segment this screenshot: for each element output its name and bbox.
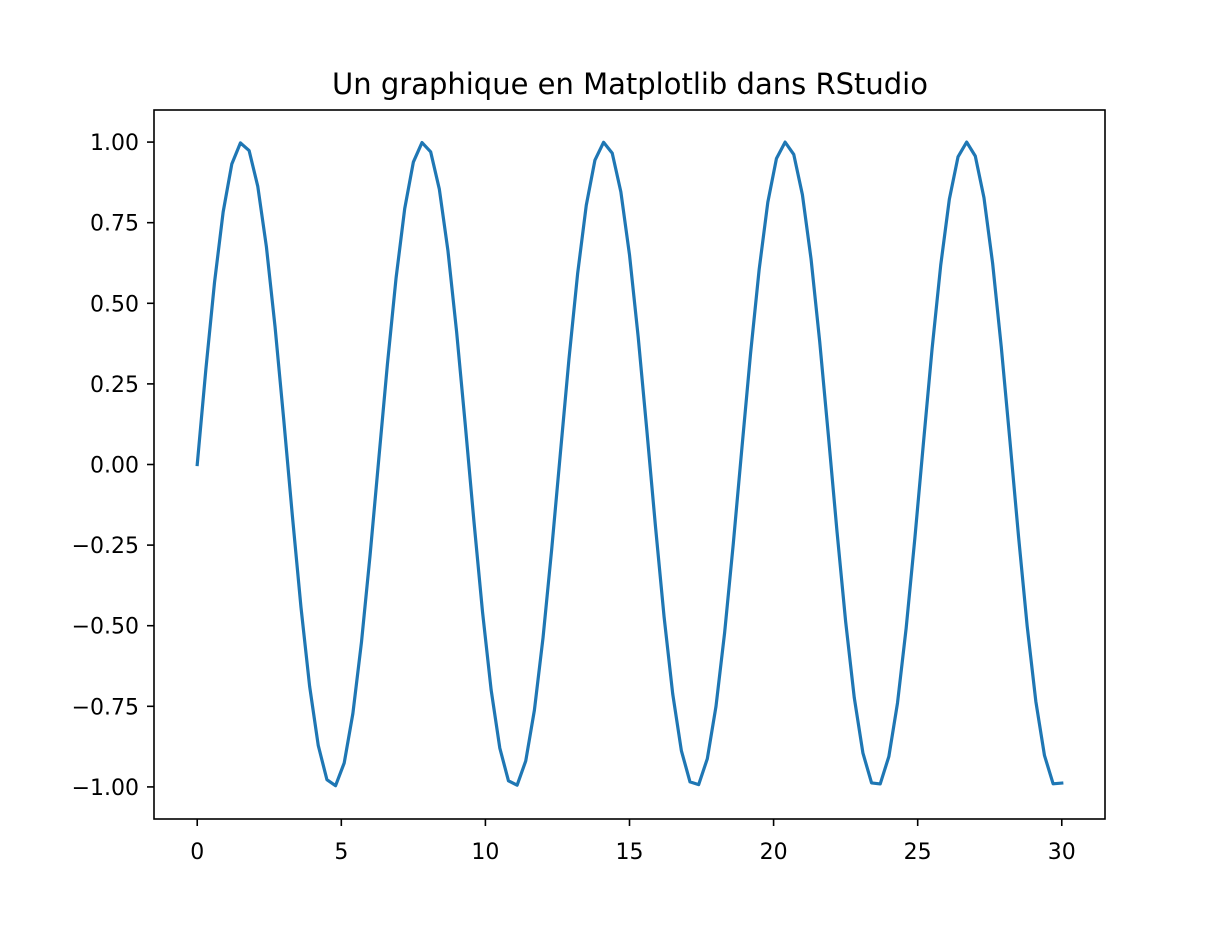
chart-title: Un graphique en Matplotlib dans RStudio [332,67,928,101]
y-axis: 1.00 0.75 0.50 0.25 0.00 −0.25 −0.50 −0.75 −1.00 [72,131,154,801]
y-tick-label: 0.25 [90,373,139,398]
x-tick-label: 30 [1048,840,1076,865]
y-tick-label: 0.50 [90,292,139,317]
series-line-0 [195,140,1064,788]
y-tick-label: −0.25 [72,534,139,559]
x-tick-label: 20 [760,840,788,865]
y-tick-label: 1.00 [90,131,139,156]
y-tick-label: 0.75 [90,212,139,237]
y-tick-label: −1.00 [72,776,139,801]
plot-marks [195,140,1064,788]
x-tick-label: 10 [471,840,499,865]
x-axis: 0 5 10 15 20 25 30 [190,819,1076,865]
y-tick-label: −0.75 [72,695,139,720]
x-tick-label: 0 [190,840,204,865]
y-tick-label: 0.00 [90,454,139,479]
y-tick-label: −0.50 [72,615,139,640]
x-tick-label: 25 [904,840,932,865]
x-tick-label: 15 [616,840,644,865]
x-tick-label: 5 [334,840,348,865]
